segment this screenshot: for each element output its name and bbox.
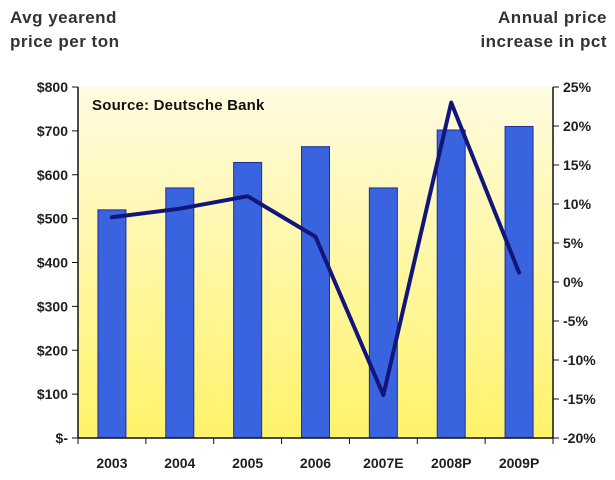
axes-layer	[72, 86, 559, 444]
x-category-label: 2005	[232, 455, 263, 471]
right-tick-label: -20%	[563, 430, 596, 446]
left-tick-label: $700	[37, 123, 68, 139]
right-tick-label: 25%	[563, 79, 592, 95]
price-bar-2006	[301, 146, 330, 439]
x-category-label: 2007E	[363, 455, 403, 471]
price-bar-2007E	[368, 187, 398, 439]
right-tick-label: 5%	[563, 235, 584, 251]
source-annotation: Source: Deutsche Bank	[92, 97, 265, 114]
price-bar-2004	[165, 187, 195, 439]
x-category-label: 2004	[164, 455, 195, 471]
price-bar-2009P	[504, 125, 534, 439]
right-axis-title: Annual price increase in pct	[387, 6, 607, 54]
x-category-label: 2009P	[499, 455, 539, 471]
right-axis-title-line-1: Annual price	[498, 8, 607, 27]
right-tick-label: 0%	[563, 274, 584, 290]
right-tick-label: -15%	[563, 391, 596, 407]
left-tick-label: $200	[37, 342, 68, 358]
right-tick-label: 10%	[563, 196, 592, 212]
x-category-label: 2003	[96, 455, 127, 471]
left-tick-label: $-	[56, 430, 69, 446]
right-tick-label: -5%	[563, 313, 588, 329]
right-tick-label: 15%	[563, 157, 592, 173]
right-tick-label: -10%	[563, 352, 596, 368]
left-tick-label: $100	[37, 386, 68, 402]
right-axis-title-line-2: increase in pct	[480, 32, 607, 51]
left-tick-label: $600	[37, 167, 68, 183]
labels-layer: $- $100 $200 $300 $400 $500 $600 $700 $800 -20% -1…	[37, 79, 596, 471]
x-category-label: 2008P	[431, 455, 471, 471]
left-axis-title-line-2: price per ton	[10, 32, 120, 51]
right-tick-label: 20%	[563, 118, 592, 134]
price-bar-2005	[233, 161, 263, 439]
left-tick-label: $800	[37, 79, 68, 95]
left-axis-title-line-1: Avg yearend	[10, 8, 117, 27]
left-tick-label: $300	[37, 298, 68, 314]
left-tick-label: $500	[37, 211, 68, 227]
left-axis-title: Avg yearend price per ton	[10, 6, 230, 54]
left-tick-label: $400	[37, 255, 68, 271]
x-category-label: 2006	[300, 455, 331, 471]
price-bar-2003	[97, 209, 127, 439]
price-bar-2008P	[436, 129, 466, 439]
line-layer	[109, 100, 522, 398]
